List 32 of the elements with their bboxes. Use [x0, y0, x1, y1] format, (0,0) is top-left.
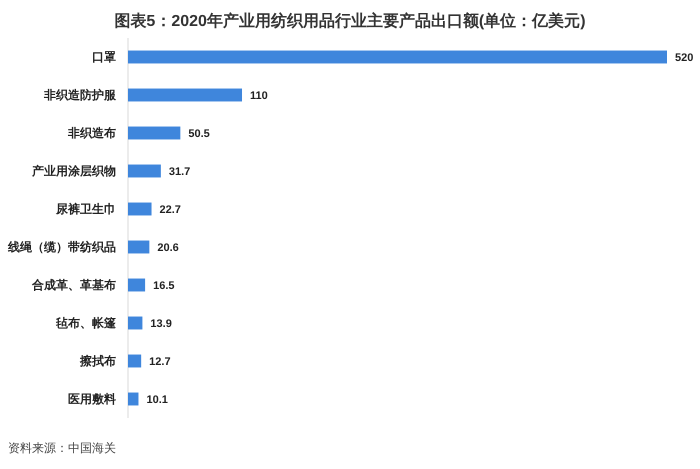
data-label: 520 — [675, 52, 694, 64]
data-label: 10.1 — [146, 394, 168, 406]
y-tick-label: 毡布、帐篷 — [55, 316, 117, 330]
y-tick-label: 非织造布 — [67, 126, 116, 140]
data-label: 12.7 — [149, 356, 171, 368]
bar — [128, 354, 142, 368]
data-label: 31.7 — [168, 166, 190, 178]
bar — [128, 202, 152, 216]
y-tick-label: 擦拭布 — [79, 354, 116, 368]
text: 资料来源：中国海关 — [8, 441, 116, 455]
y-tick-label: 尿裤卫生巾 — [55, 202, 116, 216]
y-tick-label: 产业用涂层织物 — [31, 164, 116, 178]
y-tick-label: 线绳（缆）带纺织品 — [7, 240, 116, 254]
bar — [128, 278, 146, 292]
data-label: 16.5 — [153, 280, 175, 292]
bar — [128, 316, 142, 330]
y-tick-label: 合成革、革基布 — [31, 278, 116, 292]
data-label: 20.6 — [157, 242, 179, 254]
bar — [128, 240, 150, 254]
bar — [128, 88, 242, 102]
bar — [128, 164, 161, 178]
data-label: 13.9 — [150, 318, 172, 330]
y-tick-label: 口罩 — [92, 50, 116, 64]
bar — [128, 50, 667, 64]
data-label: 22.7 — [160, 204, 181, 216]
data-label: 50.5 — [188, 128, 210, 140]
y-tick-label: 医用敷料 — [68, 392, 116, 406]
bar — [128, 392, 138, 406]
data-label: 110 — [250, 90, 268, 102]
y-tick-label: 非织造防护服 — [43, 88, 117, 102]
chart-title: 图表5：2020年产业用纺织用品行业主要产品出口额(单位：亿美元) — [114, 11, 586, 30]
bar — [128, 126, 180, 140]
